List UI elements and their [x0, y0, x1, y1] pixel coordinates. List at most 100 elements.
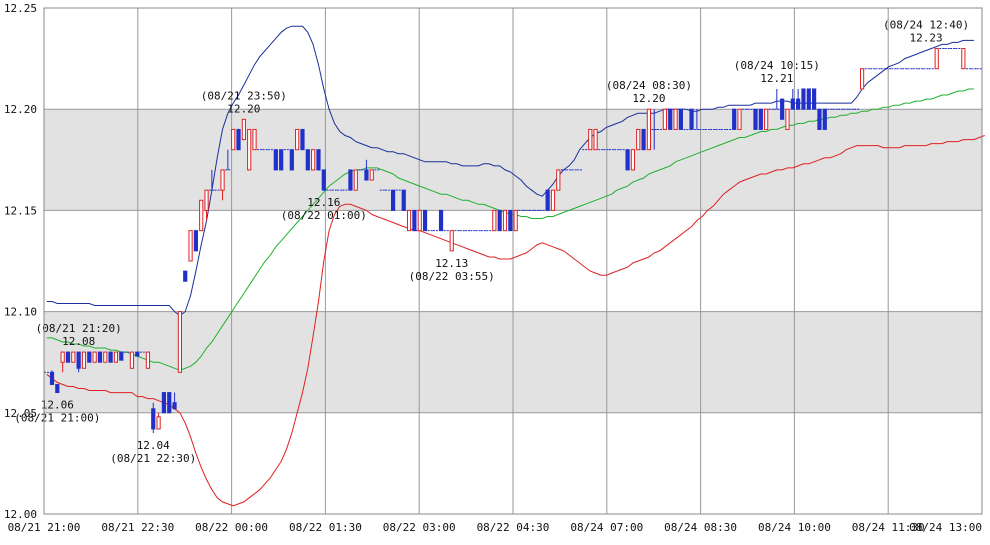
- candle: [753, 108, 758, 130]
- candle-body: [87, 351, 92, 363]
- candle: [508, 209, 513, 232]
- candle-body: [961, 47, 966, 70]
- candle-body: [236, 128, 241, 151]
- price-annotation: (08/24 12:40)12.23: [883, 18, 969, 44]
- candle: [353, 169, 358, 191]
- candle-body: [593, 128, 598, 151]
- candle: [247, 128, 252, 171]
- candle-body: [156, 416, 161, 430]
- candle: [81, 351, 87, 369]
- candle-body: [97, 351, 103, 363]
- candle-body: [390, 189, 396, 211]
- candle: [279, 149, 284, 171]
- candle: [273, 149, 278, 171]
- x-tick-label: 08/22 00:00: [195, 521, 268, 534]
- candle-body: [785, 108, 790, 130]
- y-tick-label: 12.05: [4, 407, 37, 420]
- candle: [236, 128, 241, 151]
- annotation-price: 12.20: [632, 92, 665, 105]
- annotation-price: 12.06: [41, 399, 74, 412]
- candle: [156, 412, 161, 430]
- candle-body: [183, 270, 188, 282]
- candle: [513, 209, 518, 232]
- candle-body: [279, 149, 284, 171]
- candle: [199, 199, 204, 232]
- y-tick-label: 12.25: [4, 2, 37, 15]
- candle-body: [321, 169, 326, 191]
- candle: [119, 351, 124, 361]
- y-tick-label: 12.00: [4, 508, 37, 521]
- candle-body: [502, 209, 508, 232]
- candle: [812, 88, 817, 110]
- candle: [113, 351, 119, 363]
- candle: [172, 392, 177, 410]
- y-tick-label: 12.10: [4, 306, 37, 319]
- candle: [220, 169, 225, 201]
- candle: [774, 88, 780, 110]
- candle: [492, 209, 497, 232]
- candle: [55, 383, 60, 394]
- candle-body: [231, 128, 236, 151]
- y-axis: 12.00 12.05 12.10 12.15 12.20 12.25: [4, 2, 37, 521]
- candle-body: [204, 189, 209, 211]
- x-tick-label: 08/24 08:30: [664, 521, 737, 534]
- candle: [241, 118, 246, 141]
- candle: [252, 128, 257, 151]
- candle: [785, 108, 790, 130]
- candle-body: [161, 392, 167, 414]
- candle-body: [300, 128, 305, 151]
- candle: [161, 392, 167, 414]
- candle-body: [76, 351, 81, 369]
- price-annotation: (08/24 08:30)12.20: [606, 79, 692, 105]
- candlesticks: [44, 47, 982, 434]
- candle: [822, 108, 827, 130]
- x-tick-label: 08/24 11:30: [852, 521, 925, 534]
- candle-body: [369, 169, 374, 181]
- candle: [209, 169, 215, 191]
- annotation-price: 12.13: [435, 257, 468, 270]
- candle: [545, 189, 550, 211]
- candle-body: [172, 402, 177, 410]
- candle-body: [113, 351, 119, 363]
- candle: [780, 98, 785, 120]
- candle: [636, 128, 641, 151]
- annotation-time: (08/24 08:30): [606, 79, 692, 92]
- candle: [204, 189, 209, 221]
- candle-body: [129, 351, 135, 369]
- candle-body: [81, 351, 87, 369]
- candle: [71, 351, 76, 363]
- candle: [177, 311, 183, 373]
- candle: [188, 230, 193, 262]
- candle-body: [668, 108, 673, 130]
- candle-body: [71, 351, 76, 363]
- candle: [732, 108, 737, 130]
- plot-frame: [43, 7, 983, 515]
- candle: [289, 149, 294, 171]
- annotation-price: 12.20: [227, 102, 260, 115]
- annotation-time: (08/22 03:55): [409, 270, 495, 283]
- candle-body: [812, 88, 817, 110]
- annotation-time: (08/24 12:40): [883, 18, 969, 31]
- candle-body: [449, 230, 454, 252]
- candle-body: [119, 351, 124, 361]
- annotation-time: (08/24 10:15): [734, 59, 820, 72]
- candle-body: [806, 88, 811, 110]
- candle-body: [295, 128, 300, 151]
- candle: [364, 159, 369, 181]
- candle-body: [348, 169, 353, 191]
- annotation-price: 12.16: [307, 196, 340, 209]
- candle-body: [630, 149, 636, 171]
- upper-band-line: [46, 25, 974, 317]
- candle-body: [641, 128, 646, 151]
- y-tick-label: 12.20: [4, 103, 37, 116]
- candle: [438, 209, 444, 232]
- candle-body: [492, 209, 497, 232]
- candle: [65, 351, 71, 363]
- candle-body: [673, 108, 678, 130]
- candle: [97, 351, 103, 363]
- candle-body: [401, 189, 406, 211]
- x-tick-label: 08/24 07:00: [570, 521, 643, 534]
- candle: [651, 109, 657, 150]
